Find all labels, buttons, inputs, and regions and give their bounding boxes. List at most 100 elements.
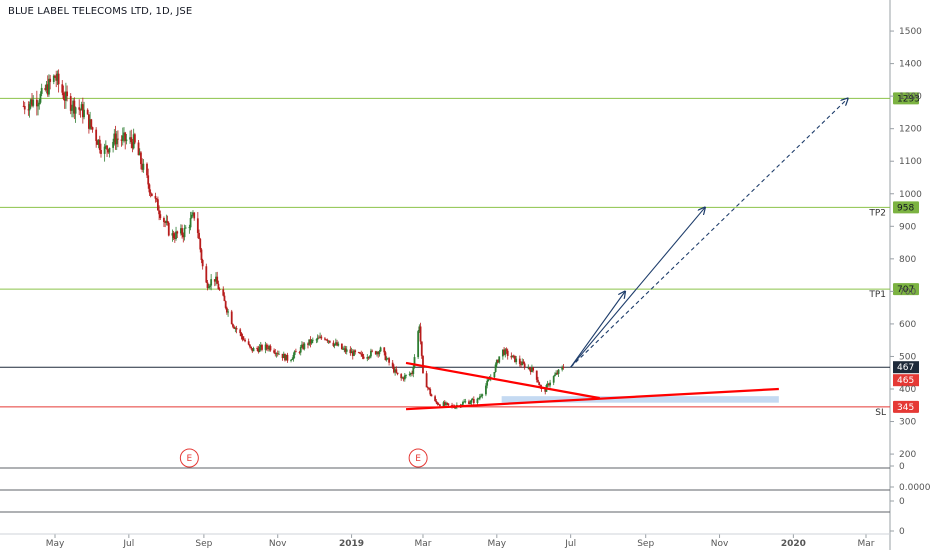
candle-body [383, 347, 386, 353]
candle-body [124, 132, 127, 142]
lower-panels: 0 0.0000 0 0 [0, 462, 931, 537]
candle-body [409, 372, 412, 375]
candle-body [285, 354, 288, 361]
candle-body [351, 351, 354, 356]
trendline-1[interactable] [405, 361, 600, 400]
candle-body [360, 353, 363, 355]
secondary-price-text: 465 [897, 376, 914, 386]
projection-arrow-3[interactable] [570, 98, 848, 368]
candle-body [192, 212, 194, 215]
panel-tick-label: 0 [899, 497, 905, 507]
trendline-2[interactable] [405, 387, 779, 411]
candle-body [63, 98, 66, 101]
secondary-price-badge[interactable] [893, 374, 919, 387]
candle-body [342, 349, 344, 350]
candle-body [90, 119, 93, 128]
candle-body [69, 96, 72, 111]
candle-body [515, 358, 518, 363]
candle-body [299, 347, 302, 353]
candle-body [146, 163, 148, 176]
candle-body [112, 141, 115, 148]
candle-body [91, 127, 94, 130]
candle-body [561, 366, 564, 370]
candle-body [225, 307, 228, 313]
candle-body [239, 329, 242, 334]
level-badge-345[interactable] [893, 400, 919, 413]
y-tick-label: 600 [899, 320, 916, 330]
candle-body [504, 349, 507, 355]
projection-arrow-1[interactable] [570, 291, 625, 368]
candle-body [549, 382, 551, 386]
candle-body [320, 336, 323, 339]
candle-body [276, 353, 279, 355]
candle-body [32, 99, 35, 106]
current-price-badge[interactable] [893, 361, 919, 374]
candle-body [184, 227, 187, 229]
candle-body [395, 369, 398, 373]
candle-body [61, 84, 64, 93]
y-tick-label: 1500 [899, 27, 922, 37]
projection-arrows[interactable] [570, 98, 848, 368]
trendlines[interactable] [405, 361, 779, 411]
earnings-marker-1[interactable] [179, 448, 199, 468]
candle-body [154, 195, 157, 199]
time-axis[interactable]: May Jul Sep Nov 2019 Mar May Jul Sep Nov 2020 Mar [0, 533, 890, 549]
y-tick-label: 400 [899, 385, 916, 395]
candle-body [284, 354, 286, 361]
candle-body [493, 372, 496, 378]
candle-body [114, 133, 117, 145]
x-tick-label: 2019 [339, 539, 364, 549]
candle-body [131, 142, 134, 149]
candle-body [209, 285, 211, 288]
candle-body [198, 232, 200, 239]
candle-body [386, 358, 389, 360]
candle-body [52, 75, 55, 82]
candle-body [274, 352, 277, 355]
candle-body [233, 326, 236, 329]
candle-body [163, 218, 165, 223]
candle-body [470, 399, 473, 403]
candle-body [96, 140, 99, 145]
candle-body [137, 142, 140, 156]
candle-body [183, 228, 186, 238]
candle-body [147, 175, 150, 185]
candle-body [37, 104, 39, 107]
level-badge-1293[interactable] [893, 92, 919, 105]
candle-body [298, 352, 301, 353]
y-tick-label: 1400 [899, 60, 922, 70]
candle-body [307, 343, 309, 345]
earnings-marker-2[interactable] [408, 448, 428, 468]
candle-body [506, 350, 509, 356]
level-label-tp1: TP1 [868, 290, 886, 300]
candle-body [471, 399, 474, 400]
candle-body [472, 399, 475, 403]
candle-body [546, 383, 549, 386]
candle-body [495, 360, 498, 365]
level-badge-958[interactable] [893, 201, 919, 214]
candle-body [56, 73, 59, 81]
price-axis[interactable]: 1500140013001200110010009008007006005004… [890, 27, 922, 460]
candle-body [273, 350, 275, 353]
candle-body [108, 147, 111, 153]
candle-body [150, 193, 153, 196]
projection-arrow-2[interactable] [570, 207, 705, 368]
candle-body [44, 87, 47, 91]
candle-body [176, 231, 179, 234]
y-tick-label: 1000 [899, 190, 922, 200]
candle-body [308, 339, 311, 345]
candle-body [46, 84, 49, 95]
candle-body [207, 287, 210, 288]
current-price-text: 467 [897, 363, 914, 373]
candle-body [38, 102, 41, 105]
level-badge-text: 707 [897, 285, 914, 295]
candle-body [148, 184, 151, 193]
x-tick-label: 2020 [781, 539, 806, 549]
candle-body [514, 355, 516, 363]
candle-body [317, 337, 320, 339]
y-tick-label: 1100 [899, 157, 922, 167]
level-badge-707[interactable] [893, 283, 919, 296]
candle-body [315, 339, 318, 341]
candle-body [511, 355, 514, 358]
